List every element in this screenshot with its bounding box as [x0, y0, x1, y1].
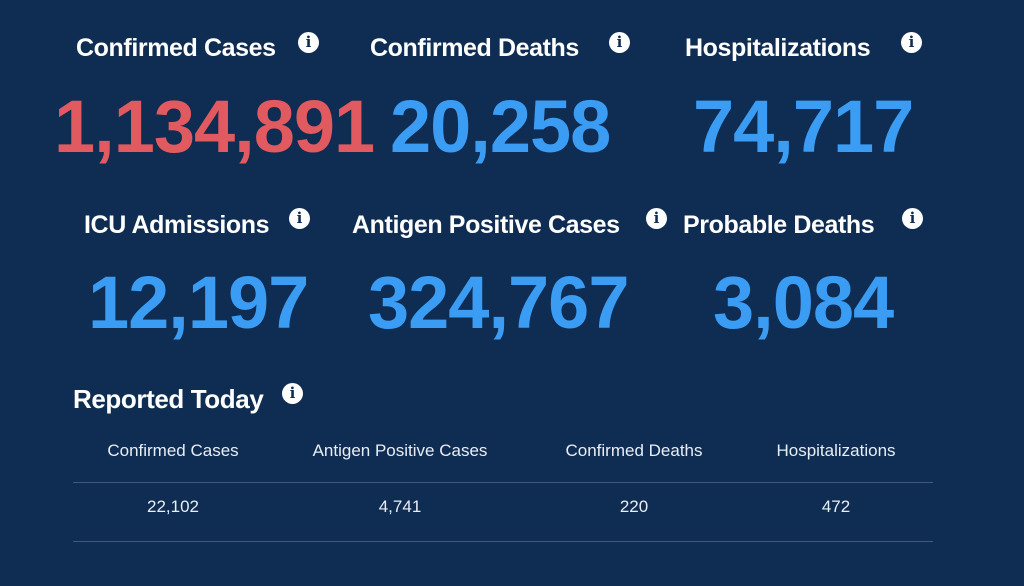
table-header-cell: Hospitalizations — [776, 441, 896, 460]
table-cell: 472 — [821, 497, 851, 516]
reported-today-table: Confirmed Cases Antigen Positive Cases C… — [73, 436, 933, 542]
stat-label-confirmed-cases: Confirmed Cases — [76, 34, 276, 62]
info-icon[interactable]: i — [902, 208, 923, 229]
stat-value-hospitalizations: 74,717 — [693, 85, 914, 168]
stat-label-confirmed-deaths: Confirmed Deaths — [370, 34, 579, 62]
table-cell: 220 — [619, 497, 649, 516]
stat-label-probable-deaths: Probable Deaths — [683, 211, 875, 239]
reported-today-title: Reported Today — [73, 384, 264, 414]
info-icon[interactable]: i — [298, 32, 319, 53]
stat-label-hospitalizations: Hospitalizations — [685, 34, 871, 62]
stat-label-antigen-positive-cases: Antigen Positive Cases — [352, 211, 620, 239]
table-header-cell: Confirmed Cases — [107, 441, 239, 460]
table-header-cell: Confirmed Deaths — [565, 441, 703, 460]
info-icon[interactable]: i — [289, 208, 310, 229]
table-row: 22,102 4,741 220 472 — [73, 483, 933, 542]
table-header-row: Confirmed Cases Antigen Positive Cases C… — [73, 436, 933, 483]
stat-value-antigen-positive-cases: 324,767 — [368, 261, 629, 344]
table-header-cell: Antigen Positive Cases — [312, 441, 488, 460]
stat-value-confirmed-cases: 1,134,891 — [54, 85, 375, 168]
table-cell: 4,741 — [378, 497, 422, 516]
info-icon[interactable]: i — [609, 32, 630, 53]
info-icon[interactable]: i — [901, 32, 922, 53]
info-icon[interactable]: i — [282, 383, 303, 404]
stat-label-icu-admissions: ICU Admissions — [84, 211, 270, 239]
stat-value-confirmed-deaths: 20,258 — [390, 85, 611, 168]
stat-value-icu-admissions: 12,197 — [88, 261, 309, 344]
info-icon[interactable]: i — [646, 208, 667, 229]
stat-value-probable-deaths: 3,084 — [713, 261, 894, 344]
table-cell: 22,102 — [147, 497, 199, 516]
